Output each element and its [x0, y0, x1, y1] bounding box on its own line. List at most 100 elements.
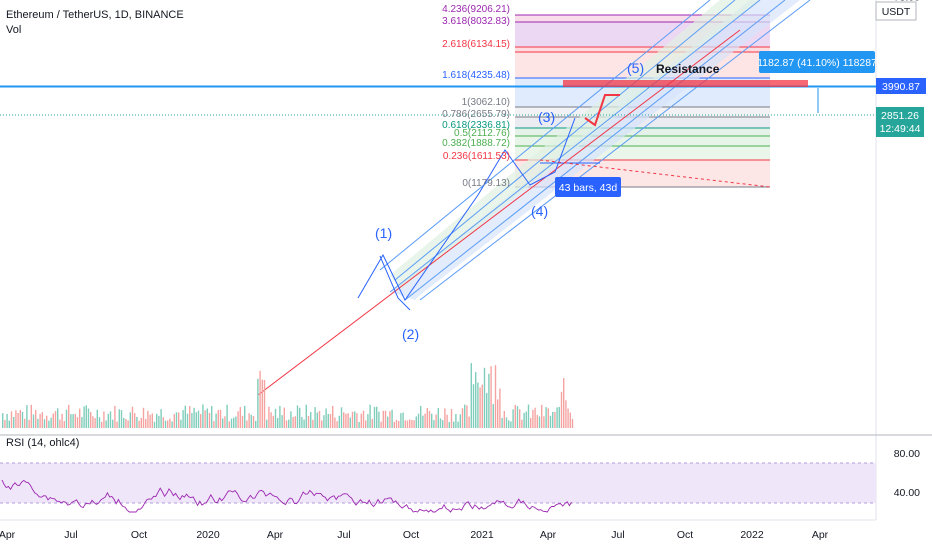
volume-bar: [74, 413, 76, 428]
volume-bar: [114, 405, 116, 428]
volume-bar: [398, 421, 400, 428]
measure-label: 1182.87 (41.10%) 118287: [757, 57, 877, 69]
rsi-tick-label: 40.00: [894, 487, 920, 499]
volume-bar: [263, 380, 266, 428]
time-tick-label: Jul: [337, 529, 350, 541]
volume-bar: [327, 413, 329, 428]
volume-bar: [46, 415, 48, 428]
volume-bar: [393, 421, 395, 428]
volume-bar: [193, 407, 195, 428]
channel-line[interactable]: [419, 0, 811, 301]
volume-bar: [17, 413, 19, 428]
volume-bar: [72, 414, 74, 428]
volume-bar: [431, 413, 433, 428]
resistance-zone[interactable]: [563, 80, 808, 87]
volume-bar: [200, 414, 202, 428]
volume-bar: [321, 420, 323, 428]
volume-bar: [171, 421, 173, 428]
time-tick-label: Jul: [64, 529, 77, 541]
volume-bar: [164, 420, 167, 428]
volume-bar: [310, 412, 312, 428]
currency-selector[interactable]: [875, 1, 917, 21]
volume-bar: [567, 408, 569, 428]
volume-bar: [365, 420, 367, 428]
elliott-wave-path[interactable]: [357, 117, 576, 301]
volume-bar: [360, 413, 362, 428]
volume-bar: [382, 410, 384, 428]
volume-bar: [206, 408, 208, 428]
volume-bar: [373, 406, 376, 428]
time-tick-label: Apr: [267, 529, 284, 541]
channel-line[interactable]: [389, 0, 761, 293]
volume-bar: [116, 421, 118, 428]
volume-bar: [151, 413, 153, 428]
fib-labels: 4.236(9206.21) 3.618(8032.83) 2.618(6134…: [442, 4, 510, 189]
volume-bar: [21, 411, 24, 428]
time-tick-label: 2020: [196, 529, 220, 541]
rsi-label[interactable]: RSI (14, ohlc4): [6, 437, 80, 449]
fib-label-1: 1(3062.10): [462, 97, 510, 108]
volume-bar: [510, 421, 512, 428]
volume-bar: [490, 366, 492, 428]
fib-label-0618: 0.618(2336.81): [442, 120, 510, 131]
volume-bar: [131, 406, 134, 428]
volume-bar: [4, 419, 6, 428]
volume-bar: [409, 419, 411, 428]
last-price-value: 2851.26: [881, 110, 919, 122]
volume-bar: [19, 409, 21, 428]
volume-bar: [354, 411, 356, 428]
volume-bar: [472, 384, 475, 428]
channel-line[interactable]: [379, 0, 711, 271]
volume-bar: [30, 404, 32, 428]
bars-range-tag[interactable]: [555, 177, 621, 197]
volume-bar: [180, 419, 182, 428]
volume-bar: [76, 417, 79, 428]
volume-label[interactable]: Vol: [6, 24, 22, 36]
volume-bar: [65, 409, 68, 428]
channel-line[interactable]: [404, 0, 786, 301]
volume-bar: [437, 408, 439, 428]
volume-bar: [24, 418, 26, 428]
volume-bar: [404, 420, 406, 428]
volume-bar: [367, 414, 369, 428]
volume-bar: [336, 421, 338, 428]
trend-projection-dashed[interactable]: [539, 159, 771, 188]
volume-bar: [505, 417, 508, 428]
volume-bar: [235, 416, 237, 428]
volume-bar: [527, 404, 530, 428]
volume-bar: [420, 406, 422, 428]
volume-bar: [224, 416, 226, 428]
volume-bar: [136, 417, 138, 428]
volume-bar: [41, 412, 43, 428]
volume-bar: [233, 417, 235, 428]
volume-bar: [536, 415, 538, 428]
volume-bar: [85, 405, 87, 428]
volume-bar: [222, 418, 224, 428]
resistance-price-tag: [876, 78, 926, 94]
volume-bar: [246, 420, 248, 428]
median-line[interactable]: [257, 29, 741, 396]
volume-bar: [248, 413, 250, 428]
chart-title[interactable]: Ethereum / TetherUS, 1D, BINANCE: [6, 9, 184, 21]
volume-bar: [37, 418, 39, 428]
volume-bar: [156, 413, 158, 428]
volume-bar: [92, 416, 94, 428]
volume-bar: [250, 414, 252, 428]
projection-arrow[interactable]: [584, 94, 620, 127]
volume-bar: [349, 417, 351, 428]
fib-zone: [515, 15, 770, 22]
volume-bar: [477, 382, 479, 428]
volume-bar: [6, 414, 8, 428]
volume-bar: [10, 411, 13, 428]
volume-bar: [422, 415, 424, 428]
volume-bar: [307, 416, 310, 428]
volume-bar: [468, 416, 470, 428]
volume-bar: [101, 421, 103, 428]
measure-tag[interactable]: [759, 51, 875, 73]
wave-2-triangle[interactable]: [379, 255, 411, 311]
volume-bar: [167, 420, 169, 428]
volume-bar: [332, 406, 334, 428]
volume-bar: [270, 412, 272, 428]
bar-countdown: 12:49:44: [880, 123, 921, 135]
